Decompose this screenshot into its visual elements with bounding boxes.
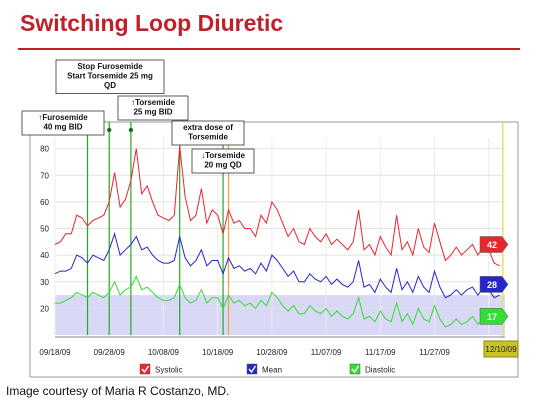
event-annotation-box (117, 95, 189, 121)
x-tick-label: 09/18/09 (39, 348, 71, 357)
event-annotation-text: ↑Torsemide (131, 98, 175, 107)
event-annotation-box (21, 110, 105, 136)
legend-swatch-mean[interactable] (246, 363, 258, 375)
event-annotation-text: 40 mg BID (43, 123, 82, 132)
y-tick-label: 30 (40, 278, 49, 287)
y-tick-label: 50 (40, 225, 49, 234)
chart-frame (29, 121, 519, 378)
image-credit: Image courtesy of Maria R Costanzo, MD. (6, 384, 230, 398)
x-tick-label: 10/08/09 (148, 348, 180, 357)
legend-label-mean: Mean (262, 366, 282, 375)
end-value-label: 42 (487, 240, 497, 250)
slide-title: Switching Loop Diuretic (20, 10, 284, 36)
y-tick-label: 60 (40, 198, 49, 207)
event-dot (128, 127, 134, 133)
x-tick-label: 10/18/09 (202, 348, 234, 357)
legend-label-diastolic: Diastolic (365, 366, 395, 375)
end-value-tag-diastolic[interactable] (479, 308, 509, 325)
event-annotation-box (171, 120, 245, 146)
x-tick-label: 11/17/09 (365, 348, 396, 357)
checkmark-icon (141, 365, 150, 374)
event-annotation-text: Torsemide (188, 133, 228, 142)
event-annotation-text: 20 mg QD (204, 161, 242, 170)
event-annotation-text: extra dose of (183, 123, 233, 132)
checkmark-icon (351, 365, 360, 374)
event-annotation-text: ↑Furosemide (38, 113, 88, 122)
event-dot (107, 127, 112, 133)
event-annotation-box (55, 59, 165, 94)
x-tick-label: 11/07/09 (311, 348, 342, 357)
x-tick-label: 10/28/09 (256, 348, 288, 357)
series-line-systolic (54, 145, 500, 267)
selected-date-badge[interactable] (483, 340, 519, 358)
event-annotation-text: QD (104, 81, 116, 90)
x-tick-label: 09/28/09 (94, 348, 126, 357)
end-value-tag-mean[interactable] (479, 276, 509, 293)
checkmark-icon (248, 365, 257, 374)
event-annotation-text: Start Torsemide 25 mg (67, 72, 153, 81)
title-rule (18, 48, 520, 50)
selected-date-label: 12/10/09 (485, 345, 517, 354)
event-annotation-text: 25 mg BID (133, 108, 172, 117)
event-annotation-box (191, 148, 255, 174)
y-tick-label: 40 (40, 251, 49, 260)
end-value-label: 17 (487, 312, 497, 322)
x-tick-label: 11/27/09 (419, 348, 450, 357)
series-line-mean (54, 232, 500, 299)
end-value-tag-systolic[interactable] (479, 236, 509, 253)
y-tick-label: 80 (40, 145, 49, 154)
series-line-diastolic (55, 275, 500, 328)
event-annotation-text: Stop Furosemide (77, 62, 143, 71)
y-tick-label: 20 (40, 304, 49, 313)
event-annotation-text: ↓Torsemide (201, 151, 245, 160)
legend-label-systolic: Systolic (155, 366, 183, 375)
end-value-label: 28 (487, 280, 497, 290)
legend-swatch-diastolic[interactable] (349, 363, 361, 375)
legend-swatch-systolic[interactable] (139, 363, 151, 375)
y-tick-label: 70 (40, 171, 49, 180)
